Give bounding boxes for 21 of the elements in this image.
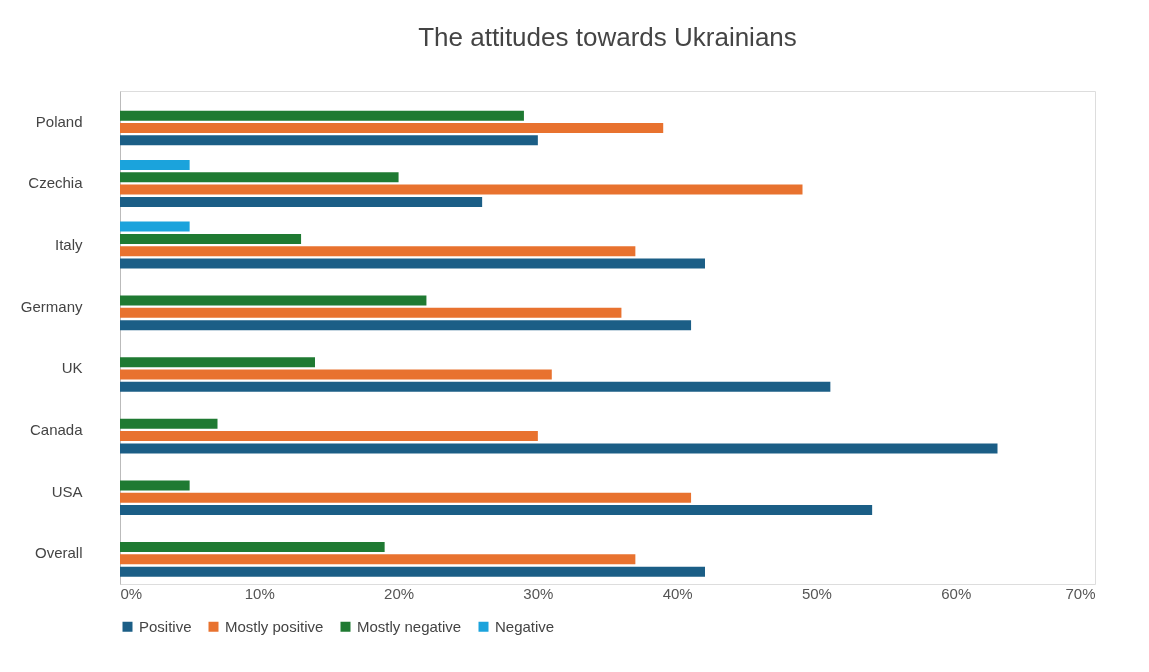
x-tick-label: 10%: [244, 584, 275, 602]
x-tick-label: 70%: [1065, 584, 1096, 602]
y-tick-label: Italy: [54, 236, 83, 254]
y-tick-label: Overall: [34, 544, 83, 562]
legend-label: Negative: [495, 617, 555, 635]
x-tick-label: 0%: [120, 584, 143, 602]
y-tick-label: UK: [61, 359, 83, 377]
y-tick-label: Czechia: [28, 174, 84, 192]
y-tick-label: Germany: [20, 297, 83, 315]
legend-label: Mostly negative: [357, 617, 462, 635]
y-tick-label: USA: [51, 482, 83, 500]
x-tick-label: 60%: [941, 584, 972, 602]
chart-title: The attitudes towards Ukrainians: [418, 22, 797, 52]
x-tick-label: 40%: [662, 584, 693, 602]
legend-label: Positive: [139, 617, 192, 635]
x-tick-label: 20%: [384, 584, 415, 602]
legend-label: Mostly positive: [225, 617, 324, 635]
x-tick-label: 50%: [801, 584, 832, 602]
x-tick-label: 30%: [523, 584, 554, 602]
y-tick-label: Canada: [29, 420, 84, 438]
y-tick-label: Poland: [35, 112, 83, 130]
